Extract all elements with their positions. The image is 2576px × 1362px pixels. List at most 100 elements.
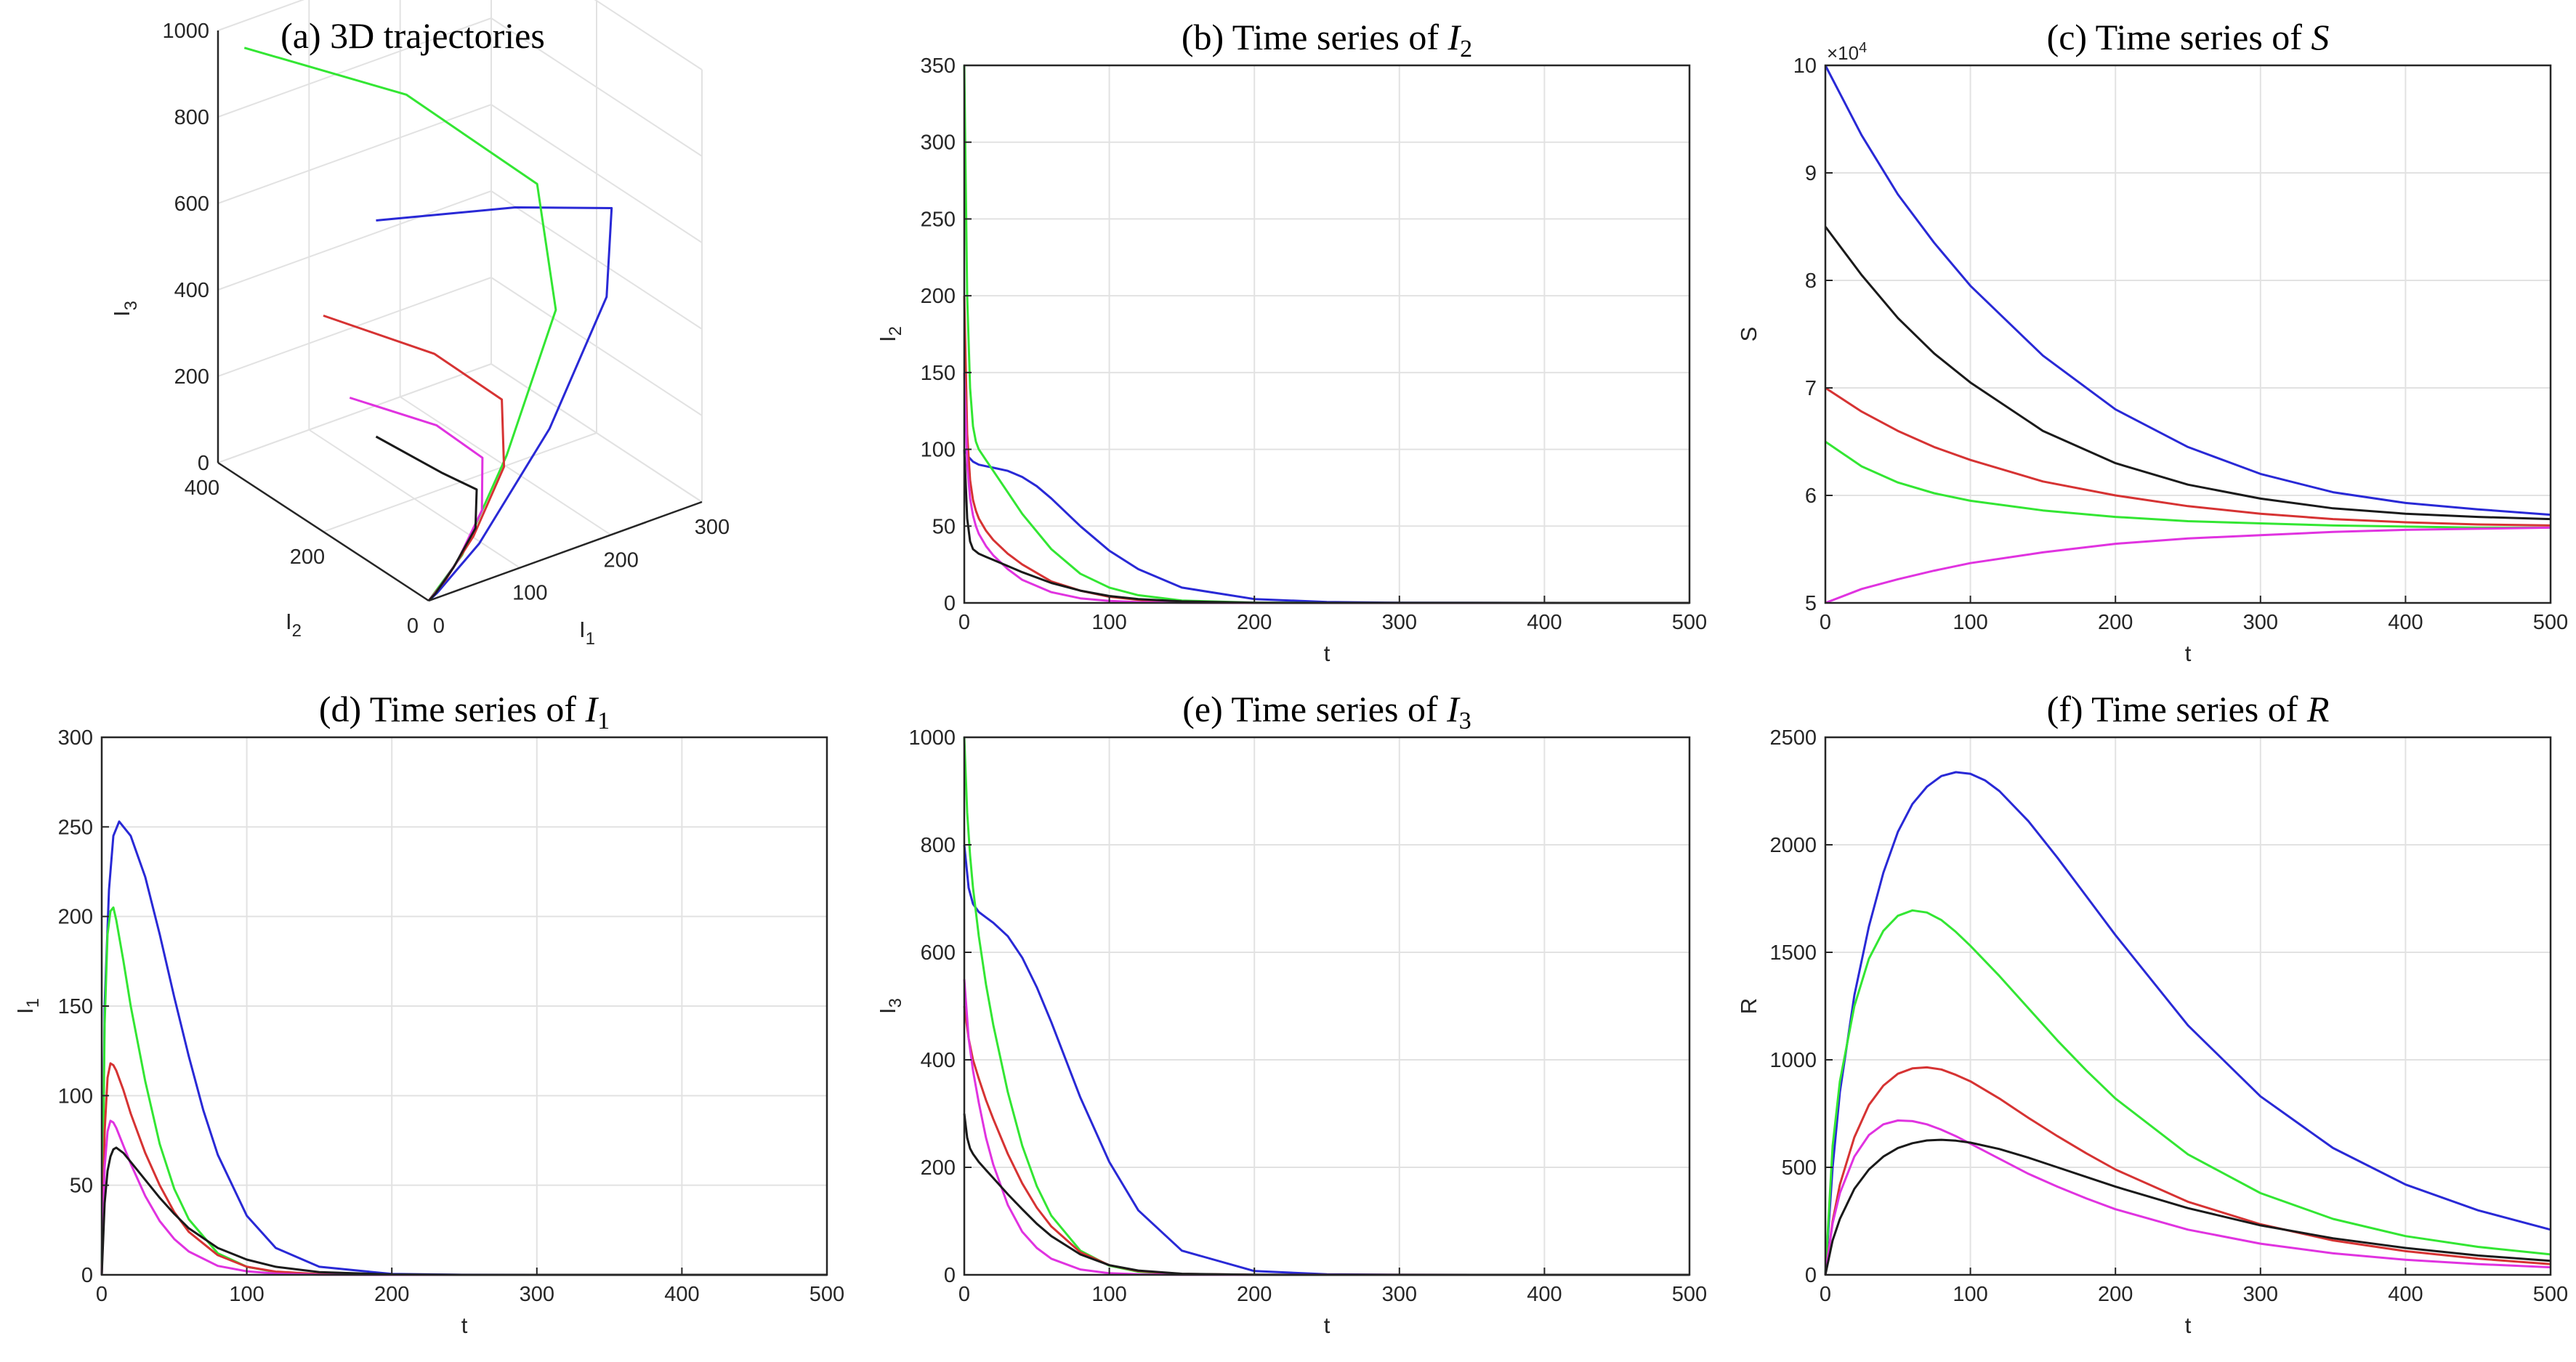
y-axis-label-subscript: 2 — [886, 326, 905, 336]
y-tick-label: 1500 — [1769, 941, 1817, 965]
y-tick-label: 600 — [921, 941, 956, 965]
z-axis-label: I3 — [109, 301, 141, 317]
y-tick-label: 0 — [407, 615, 419, 638]
x-tick-label: 200 — [2098, 1283, 2133, 1306]
x-axis-label: t — [1324, 1313, 1331, 1338]
y-axis-label-main: I — [875, 336, 900, 342]
panel-title: (a) 3D trajectories — [280, 15, 545, 56]
panel-title-variable: I — [1446, 689, 1461, 729]
x-tick-label: 300 — [1382, 1283, 1417, 1306]
panel-title-variable: R — [2306, 689, 2330, 729]
x-axis-label: t — [2185, 1313, 2192, 1338]
y-tick-label: 1000 — [1769, 1049, 1817, 1072]
z-tick-label: 800 — [174, 106, 209, 129]
plot-area — [1825, 737, 2551, 1275]
y-tick-label: 200 — [921, 1156, 956, 1180]
panel-c: 0 100 200 300 400 500 5 6 7 8 9 10 t S ×104 (c) Time se… — [1736, 17, 2568, 666]
series-line-red — [100, 1062, 827, 1276]
panel-title: (b) Time series of I2 — [1182, 17, 1472, 62]
x-tick-label: 500 — [2533, 611, 2568, 634]
trajectory-blue — [376, 206, 613, 602]
x-tick-label: 300 — [520, 1283, 554, 1306]
series-line-blue — [1824, 771, 2551, 1276]
x-tick-label: 100 — [1953, 1283, 1987, 1306]
panel-title-subscript: 3 — [1459, 708, 1471, 734]
grid-line-sidewall — [490, 363, 703, 503]
series-line-magenta — [100, 1119, 827, 1276]
grid-line-sidewall — [490, 277, 703, 416]
x-axis-line — [428, 500, 703, 602]
y-tick-label: 50 — [932, 515, 956, 538]
x-tick-label: 500 — [809, 1283, 844, 1306]
x-axis-label: t — [461, 1313, 468, 1338]
y-tick-label: 400 — [185, 477, 219, 500]
x-axis-label: t — [1324, 641, 1331, 666]
y-tick-label: 500 — [1782, 1156, 1817, 1180]
panel-d: 0 100 200 300 400 500050100150200250300tI1(d)… — [12, 689, 844, 1338]
x-tick-label: 0 — [958, 1283, 970, 1306]
z-tick-label: 600 — [174, 192, 209, 216]
panel-title: (c) Time series of S — [2047, 17, 2330, 57]
series-line-black — [100, 1146, 827, 1276]
y-axis-label-subscript: 1 — [23, 998, 43, 1008]
panel-title-prefix: (c) Time series of — [2047, 17, 2311, 57]
y-tick-label: 0 — [81, 1264, 93, 1287]
y-tick-label: 250 — [921, 208, 956, 231]
series-line-blue — [1824, 65, 2551, 516]
panel-title: (d) Time series of I1 — [319, 689, 610, 734]
panel-title-subscript: 1 — [597, 708, 610, 734]
z-axis-label-main: I — [109, 310, 134, 317]
x-tick-label: 100 — [512, 582, 547, 605]
series-line-magenta — [1825, 526, 2551, 604]
y-axis-label: I2 — [286, 609, 302, 641]
panel-a: 0100200300020040002004006008001000I1I2I3… — [109, 0, 730, 649]
plot-area — [964, 65, 1689, 603]
panel-title: (e) Time series of I3 — [1182, 689, 1471, 734]
x-tick-label: 500 — [2533, 1283, 2568, 1306]
x-tick-label: 400 — [664, 1283, 699, 1306]
y-axis-label-main: I — [875, 1008, 900, 1014]
axis-exponent-base: ×10 — [1827, 42, 1859, 64]
x-tick-label: 100 — [229, 1283, 264, 1306]
panel-title-subscript: 2 — [1460, 36, 1472, 62]
x-tick-label: 500 — [1672, 611, 1707, 634]
panel-title-prefix: (e) Time series of — [1182, 689, 1447, 729]
y-tick-label: 8 — [1805, 269, 1817, 293]
z-tick-label: 400 — [174, 279, 209, 302]
grid-line-backwall — [217, 0, 305, 31]
x-tick-label: 400 — [1527, 1283, 1562, 1306]
y-tick-label: 6 — [1805, 485, 1817, 508]
x-tick-label: 200 — [374, 1283, 409, 1306]
panel-f: 0 100 200 300 400 50005001000150020002500tR(f… — [1736, 689, 2568, 1338]
x-tick-label: 0 — [96, 1283, 108, 1306]
y-tick-label: 10 — [1793, 54, 1817, 78]
series-line-green — [1824, 909, 2551, 1276]
y-axis-label: I2 — [875, 326, 905, 342]
plot-area — [964, 737, 1689, 1275]
y-tick-label: 800 — [921, 834, 956, 857]
y-tick-label: 5 — [1805, 592, 1817, 615]
x-tick-label: 200 — [1237, 611, 1272, 634]
panel-title-prefix: (b) Time series of — [1182, 17, 1448, 57]
x-tick-label: 0 — [433, 615, 445, 638]
y-axis-label: S — [1736, 327, 1761, 342]
y-tick-label: 2000 — [1769, 834, 1817, 857]
axes-frame — [963, 736, 1691, 1276]
series-line-black — [1824, 226, 2551, 521]
x-tick-label: 0 — [1820, 1283, 1831, 1306]
y-tick-label: 0 — [1805, 1264, 1817, 1287]
series-line-black — [963, 449, 1690, 604]
panel-e: 0 100 200 300 400 50002004006008001000tI3(e) … — [875, 689, 1707, 1338]
x-tick-label: 300 — [2243, 611, 2278, 634]
panel-title-variable: S — [2311, 17, 2329, 57]
y-tick-label: 350 — [921, 54, 956, 78]
x-tick-label: 300 — [2243, 1283, 2278, 1306]
y-axis-label: I1 — [12, 998, 43, 1014]
x-tick-label: 300 — [695, 516, 730, 539]
x-tick-label: 300 — [1382, 611, 1417, 634]
z-tick-label: 1000 — [162, 20, 209, 43]
y-tick-label: 150 — [921, 362, 956, 385]
x-tick-label: 0 — [1820, 611, 1831, 634]
series-line-black — [963, 1113, 1689, 1276]
